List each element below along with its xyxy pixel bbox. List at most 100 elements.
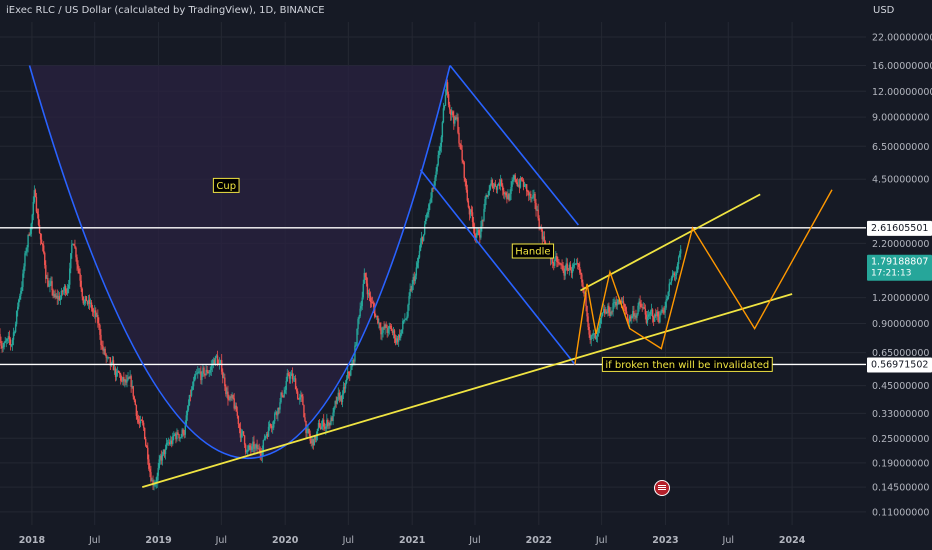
- candle: [482, 220, 484, 221]
- candle: [470, 209, 473, 213]
- candle: [467, 200, 470, 208]
- candle: [583, 286, 585, 294]
- candle: [145, 439, 147, 446]
- candle: [658, 316, 660, 323]
- candle: [241, 431, 244, 434]
- candle: [369, 295, 372, 303]
- candle: [667, 291, 669, 300]
- price-tick-label: 0.11000000: [872, 507, 929, 518]
- candle: [209, 370, 211, 373]
- candle: [624, 307, 627, 312]
- candle: [29, 233, 31, 236]
- candle: [529, 194, 531, 196]
- candle: [630, 316, 632, 319]
- candle: [116, 370, 119, 373]
- candle: [171, 440, 173, 444]
- candle: [555, 256, 557, 260]
- candle: [600, 315, 603, 319]
- candle: [384, 324, 386, 329]
- candle: [60, 290, 63, 299]
- candle: [575, 263, 578, 265]
- cup-fill: [29, 65, 451, 459]
- candle: [316, 428, 319, 436]
- candle: [598, 323, 601, 329]
- candle: [481, 220, 483, 227]
- candle: [382, 327, 384, 333]
- candle: [541, 229, 543, 240]
- candle: [174, 433, 176, 435]
- candle: [109, 357, 112, 366]
- candle: [319, 427, 322, 430]
- candle: [230, 396, 232, 398]
- candle: [83, 302, 86, 304]
- candle: [344, 383, 347, 389]
- price-tick-label: 0.25000000: [872, 434, 929, 445]
- candle: [432, 188, 434, 190]
- candle: [79, 273, 81, 281]
- annotation-text: Handle: [515, 247, 550, 258]
- candle: [283, 393, 285, 397]
- candle: [444, 95, 447, 106]
- candle: [121, 380, 123, 382]
- candle: [210, 365, 212, 371]
- candle: [638, 301, 640, 306]
- candle: [4, 341, 6, 343]
- candle: [240, 433, 243, 438]
- time-axis[interactable]: 2018 Jul 2019 Jul 2020 Jul 2021 Jul 2022 Jul 2023 J…: [19, 535, 806, 546]
- candle: [113, 368, 116, 371]
- candle: [199, 371, 201, 373]
- candle: [26, 247, 28, 252]
- candle: [416, 262, 419, 268]
- candle: [676, 263, 679, 273]
- candle: [10, 344, 13, 346]
- candle: [377, 315, 379, 324]
- annotation-box: [212, 177, 240, 193]
- candle: [353, 360, 355, 362]
- candle: [204, 373, 206, 376]
- us-flag-event-icon[interactable]: [654, 480, 670, 496]
- candle: [47, 277, 49, 287]
- candle: [23, 266, 25, 274]
- candle: [197, 372, 199, 374]
- candle: [570, 269, 573, 273]
- candle: [95, 310, 97, 317]
- candle: [325, 426, 327, 429]
- candle: [616, 304, 618, 306]
- candle: [650, 309, 653, 312]
- candle: [52, 290, 54, 296]
- candle: [221, 360, 223, 372]
- candle: [337, 392, 339, 398]
- candle: [260, 453, 262, 457]
- candle: [136, 415, 139, 420]
- candle: [670, 278, 673, 283]
- trendline-lower-support: [141, 293, 793, 488]
- candle: [646, 316, 649, 323]
- candle: [675, 272, 678, 276]
- candle: [395, 338, 398, 343]
- candle: [651, 309, 654, 317]
- candle: [72, 244, 74, 245]
- candle: [387, 328, 389, 334]
- candle: [592, 334, 594, 336]
- candle: [350, 370, 352, 376]
- candle: [647, 314, 650, 317]
- candle: [563, 271, 565, 276]
- candle: [22, 273, 24, 287]
- candle: [227, 391, 229, 400]
- candle: [551, 255, 554, 264]
- candle: [99, 325, 101, 335]
- candle: [362, 283, 364, 298]
- candle: [244, 444, 247, 453]
- candle: [621, 301, 624, 303]
- candle: [321, 419, 324, 427]
- candle: [123, 377, 125, 382]
- candle: [100, 334, 102, 345]
- candle: [296, 391, 299, 399]
- projection-path: [574, 189, 833, 365]
- candle: [251, 446, 253, 450]
- candle: [656, 311, 658, 317]
- candle: [212, 359, 215, 365]
- candle: [292, 378, 295, 380]
- candle: [242, 431, 245, 436]
